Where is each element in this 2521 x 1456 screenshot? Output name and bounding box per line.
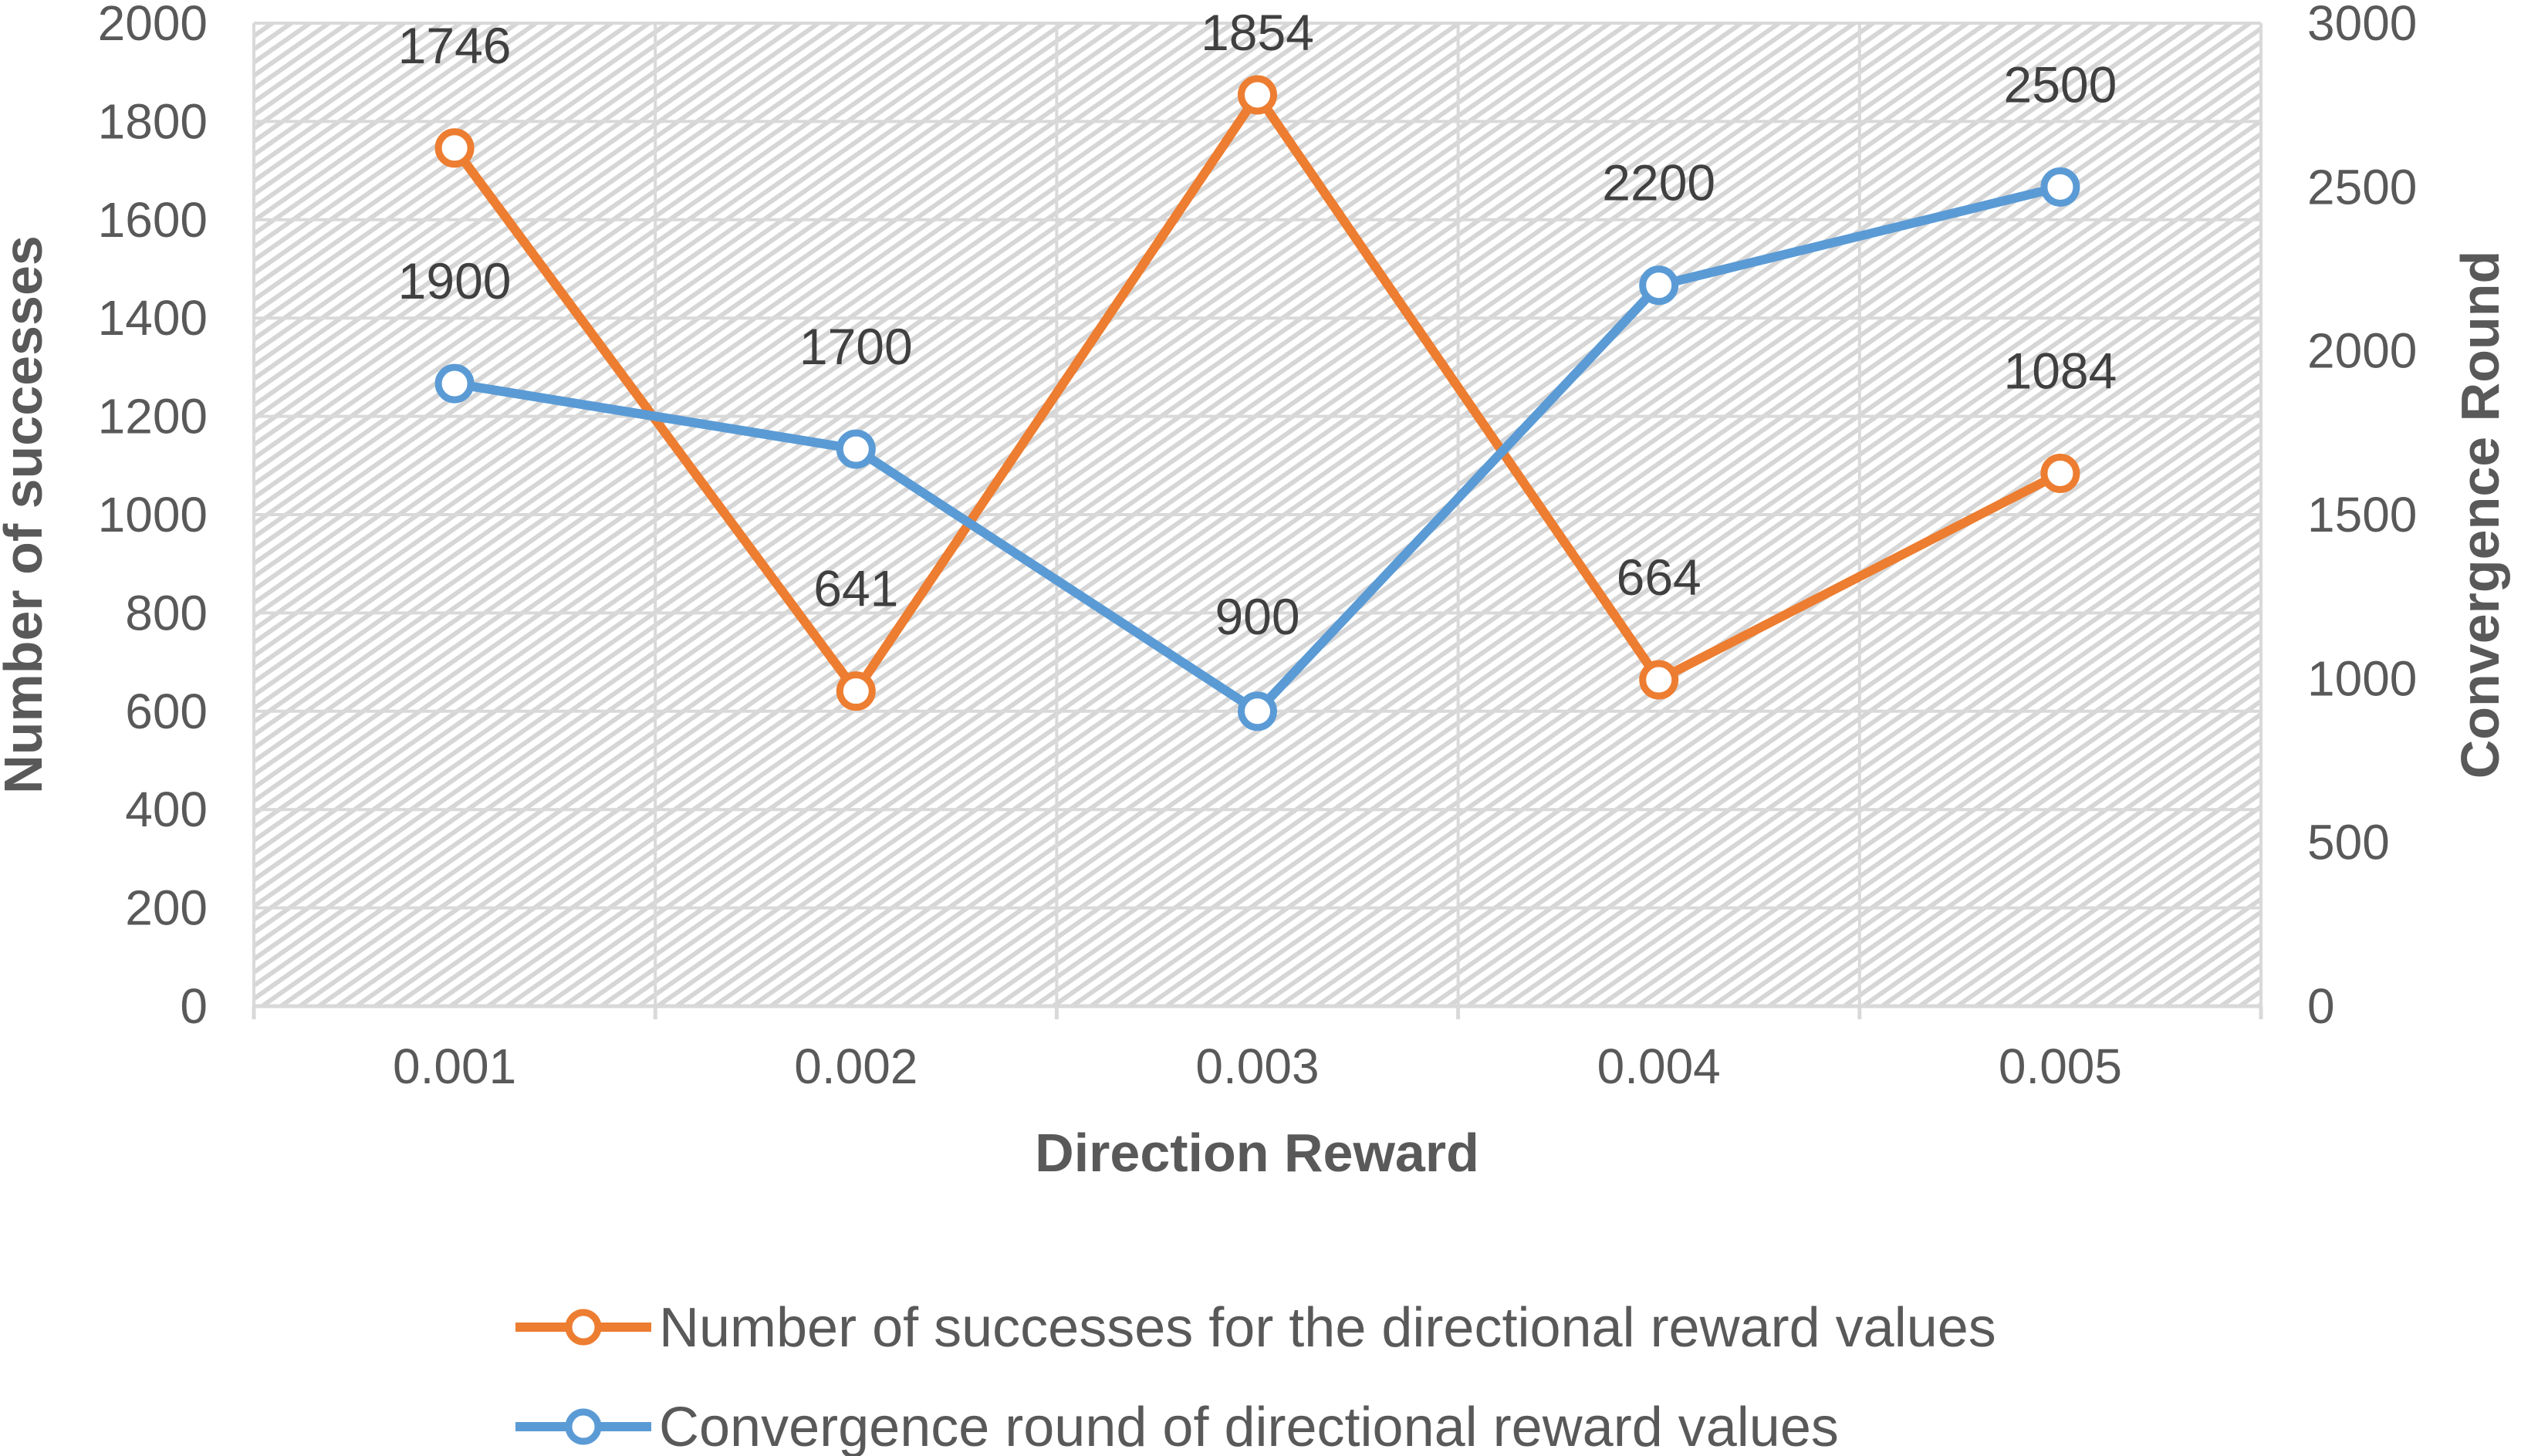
data-point [2040,453,2080,493]
y2-tick-label: 500 [2307,815,2390,870]
x-tick-label: 0.001 [393,1039,516,1094]
y-tick-label: 600 [125,684,208,739]
legend-marker-successes [565,1309,602,1346]
data-label: 1854 [1201,4,1314,61]
y2-axis-title: Convergence Round [2450,251,2510,779]
y2-tick-label: 2500 [2307,159,2417,215]
y-tick-label: 200 [125,880,208,936]
data-label: 1084 [2003,342,2117,399]
data-labels: 1746 641 1854 664 1084 1900 1700 900 2200 2500 [398,4,2117,645]
y2-tick-label: 1500 [2307,487,2417,542]
data-point [434,128,475,168]
data-point [836,429,876,469]
y-tick-label: 1600 [98,192,208,248]
data-label: 1746 [398,17,512,74]
data-point [2040,167,2080,207]
legend-item-convergence: Convergence round of directional reward … [515,1397,1839,1456]
x-tick-label: 0.002 [794,1039,917,1094]
data-label: 900 [1215,588,1299,645]
data-label: 641 [813,560,898,617]
y-tick-label: 1000 [98,487,208,542]
legend-item-successes: Number of successes for the directional … [515,1297,1996,1359]
data-label: 664 [1617,549,1702,606]
y2-tick-label: 1000 [2307,650,2417,706]
data-point [1639,660,1679,700]
data-label: 1900 [398,252,512,309]
axes: 0.001 0.002 0.003 0.004 0.005 0 200 400 600 800 10… [98,0,2418,1094]
legend-label-convergence: Convergence round of directional reward … [659,1397,1839,1456]
y-axis-title: Number of successes [0,235,53,794]
data-label: 1700 [799,318,913,375]
x-tick-label: 0.005 [1999,1039,2122,1094]
y-tick-label: 1800 [98,93,208,149]
y2-tick-label: 3000 [2307,0,2417,51]
y-tick-label: 400 [125,782,208,837]
x-tick-label: 0.004 [1597,1039,1721,1094]
x-tick-label: 0.003 [1195,1039,1319,1094]
y2-tick-label: 2000 [2307,323,2417,379]
y-tick-label: 2000 [98,0,208,51]
data-point [1238,691,1277,731]
data-point [434,363,475,404]
data-point [836,671,876,711]
data-label: 2500 [2003,56,2117,113]
legend-marker-convergence [565,1408,602,1445]
y2-tick-label: 0 [2307,978,2335,1034]
data-point [1238,75,1277,115]
y-tick-label: 800 [125,585,208,640]
data-label: 2200 [1602,154,1715,211]
legend: Number of successes for the directional … [515,1297,1996,1456]
series-layer [434,75,2080,731]
y-tick-label: 1400 [98,290,208,346]
data-point [1639,265,1679,306]
legend-label-successes: Number of successes for the directional … [659,1297,1996,1359]
x-axis-title: Direction Reward [1035,1123,1479,1183]
y-tick-label: 1200 [98,389,208,444]
gridlines [252,22,2262,1008]
y-tick-label: 0 [180,978,208,1034]
